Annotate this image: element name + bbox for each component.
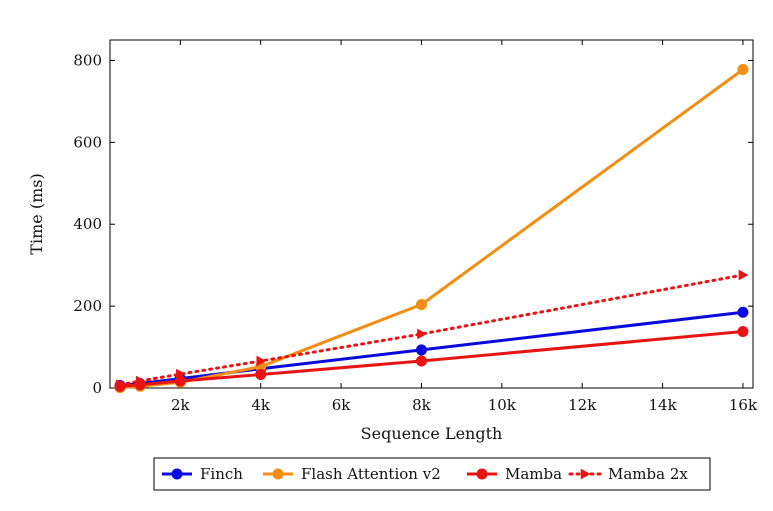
series-mamba xyxy=(114,326,749,392)
data-point-mamba-2x xyxy=(176,368,186,380)
legend-marker-flash-attention-v2 xyxy=(272,468,284,480)
data-point-mamba-2x xyxy=(135,375,146,387)
x-tick-label: 4k xyxy=(251,396,271,414)
legend-entry-finch: Finch xyxy=(162,465,243,483)
legend-marker-mamba xyxy=(476,468,488,480)
x-tick-label: 2k xyxy=(171,396,191,414)
data-point-mamba-2x xyxy=(417,328,427,340)
x-tick-label: 16k xyxy=(729,396,758,414)
data-point-mamba-2x xyxy=(738,269,749,281)
data-point-finch xyxy=(415,344,427,356)
data-point-mamba-2x xyxy=(256,355,267,367)
y-tick-label: 600 xyxy=(73,133,102,151)
legend-entry-flash-attention-v2: Flash Attention v2 xyxy=(263,465,441,483)
x-tick-label: 14k xyxy=(648,396,677,414)
legend-entry-mamba-2x: Mamba 2x xyxy=(568,465,688,483)
data-point-mamba xyxy=(255,368,267,380)
series-mamba-2x xyxy=(115,269,749,391)
series-line-mamba-2x xyxy=(118,273,745,387)
series-line-mamba xyxy=(119,330,744,388)
series-flash-attention-v2 xyxy=(114,63,749,394)
data-point-mamba xyxy=(737,326,749,338)
x-tick-label: 6k xyxy=(332,396,352,414)
legend-label-mamba-2x: Mamba 2x xyxy=(608,465,688,483)
data-point-mamba xyxy=(415,355,427,367)
legend-marker-finch xyxy=(171,468,183,480)
data-point-finch xyxy=(737,306,749,318)
data-point-flash-attention-v2 xyxy=(415,298,427,310)
y-axis-title: Time (ms) xyxy=(27,173,46,254)
legend-label-finch: Finch xyxy=(200,465,243,483)
plot-frame xyxy=(109,39,754,389)
y-tick-label: 800 xyxy=(73,51,102,69)
legend-marker-mamba-2x xyxy=(580,468,591,480)
legend-box xyxy=(153,457,711,491)
legend-label-mamba: Mamba xyxy=(505,465,562,483)
data-point-mamba-2x xyxy=(115,379,126,391)
data-point-flash-attention-v2 xyxy=(737,63,749,75)
y-tick-label: 0 xyxy=(92,379,102,397)
legend-entry-mamba: Mamba xyxy=(467,465,562,483)
y-tick-label: 400 xyxy=(73,215,102,233)
x-tick-label: 10k xyxy=(488,396,517,414)
y-tick-label: 200 xyxy=(73,297,102,315)
x-tick-label: 8k xyxy=(412,396,432,414)
legend-label-flash-attention-v2: Flash Attention v2 xyxy=(301,465,441,483)
x-tick-label: 12k xyxy=(568,396,597,414)
x-axis-title: Sequence Length xyxy=(361,424,503,443)
